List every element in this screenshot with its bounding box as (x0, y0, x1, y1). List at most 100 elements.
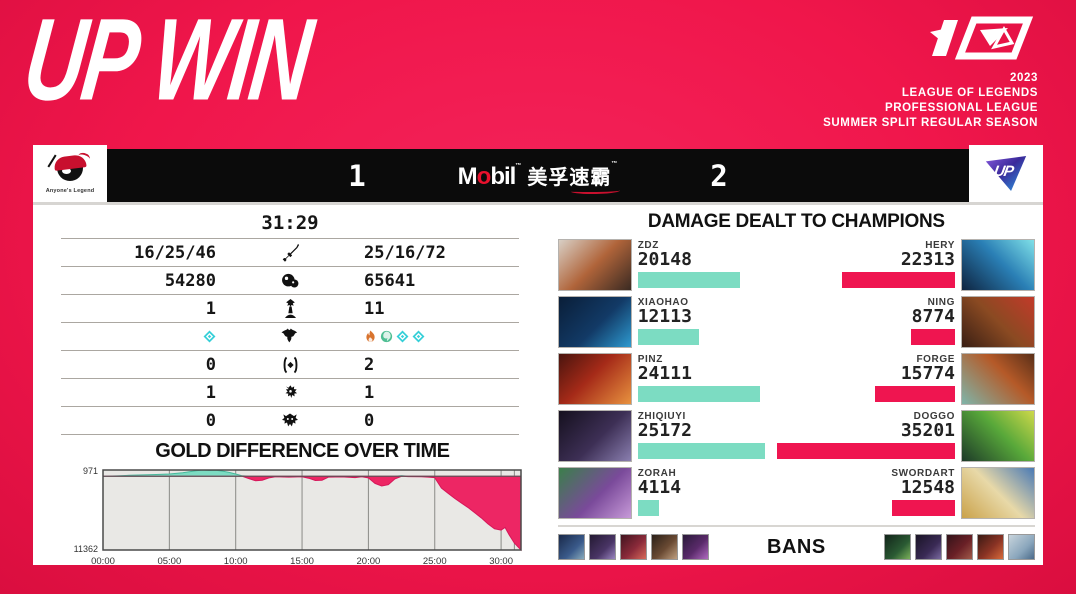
champion-portrait (961, 410, 1035, 462)
hextech-drake-icon (203, 330, 216, 343)
svg-text:00:00: 00:00 (91, 556, 115, 567)
player-name: ZHIQIUYI (637, 411, 686, 422)
baron-icon (258, 383, 322, 402)
elder-dragon-icon (258, 411, 322, 431)
damage-value: 12113 (637, 306, 692, 327)
damage-value: 8774 (911, 306, 955, 327)
champion-portrait (961, 296, 1035, 348)
svg-text:10:00: 10:00 (224, 556, 248, 567)
turrets-row: 1 11 (61, 295, 519, 323)
game-time: 31:29 (261, 212, 319, 234)
damage-bar (637, 442, 765, 459)
champion-portrait (961, 467, 1035, 519)
damage-row: ZDZ 20148 HERY 22313 (557, 239, 1035, 291)
player-name: ZORAH (637, 468, 677, 479)
svg-text:971: 971 (83, 466, 98, 476)
sponsor-latin-text: Mobil™ (457, 162, 522, 190)
player-name: SWORDART (891, 468, 955, 479)
right-barons: 1 (364, 382, 375, 403)
champion-portrait (557, 467, 632, 519)
drakes-row (61, 323, 519, 351)
right-team-score: 2 (710, 158, 728, 193)
event-line-3: SUMMER SPLIT REGULAR SEASON (823, 116, 1038, 129)
player-name: NING (927, 297, 955, 308)
svg-text:05:00: 05:00 (157, 556, 181, 567)
event-line-2: PROFESSIONAL LEAGUE (884, 101, 1038, 114)
damage-row: XIAOHAO 12113 NING 8774 (557, 296, 1035, 348)
player-name: DOGGO (913, 411, 955, 422)
damage-value: 22313 (900, 249, 955, 270)
damage-row: ZHIQIUYI 25172 DOGGO 35201 (557, 410, 1035, 462)
hextech-drake-icon (412, 330, 425, 343)
stats-panel: 31:29 16/25/46 25/16/72 54280 65641 (33, 202, 1043, 567)
damage-row: ZORAH 4114 SWORDART 12548 (557, 467, 1035, 519)
damage-value: 35201 (900, 420, 955, 441)
svg-text:30:00: 30:00 (489, 556, 513, 567)
ban-champion-portrait (650, 534, 678, 560)
event-title-lines: 2023 LEAGUE OF LEGENDS PROFESSIONAL LEAG… (823, 71, 1038, 131)
bans-row: BANS (557, 525, 1035, 560)
ban-champion-portrait (915, 534, 942, 560)
damage-row: PINZ 24111 FORGE 15774 (557, 353, 1035, 405)
barons-row: 1 1 (61, 379, 519, 407)
ban-champion-portrait (884, 534, 911, 560)
elders-row: 0 0 (61, 407, 519, 435)
left-drakes (61, 330, 258, 343)
right-turrets: 11 (364, 298, 385, 319)
gold-icon (258, 271, 322, 291)
svg-text:15:00: 15:00 (290, 556, 314, 567)
win-headline: UP WIN (17, 0, 317, 126)
left-barons: 1 (205, 382, 216, 403)
left-team-bans (557, 534, 709, 560)
champion-portrait (557, 239, 632, 291)
event-branding: 2023 LEAGUE OF LEGENDS PROFESSIONAL LEAG… (823, 16, 1038, 131)
sponsor-cjk-text: 美孚速霸™ (527, 161, 621, 194)
ocean-drake-icon (380, 330, 393, 343)
player-name: ZDZ (637, 240, 659, 251)
right-team-logo-box: UP (969, 145, 1043, 202)
left-heralds: 0 (205, 354, 216, 375)
ban-champion-portrait (557, 534, 585, 560)
damage-bar (637, 385, 760, 402)
right-drakes (322, 330, 519, 343)
left-team-score: 1 (348, 158, 366, 193)
champion-portrait (557, 410, 632, 462)
ban-champion-portrait (588, 534, 616, 560)
right-elders: 0 (364, 410, 375, 431)
ban-champion-portrait (619, 534, 647, 560)
damage-bar (875, 385, 955, 402)
damage-bar (842, 271, 955, 288)
infernal-drake-icon (366, 330, 375, 342)
sponsor-logo: Mobil™ 美孚速霸™ (457, 161, 621, 194)
player-name: HERY (925, 240, 955, 251)
svg-text:11362: 11362 (74, 544, 98, 554)
damage-bar (777, 442, 955, 459)
anyones-legend-logo-icon (47, 151, 92, 187)
damage-bar (891, 499, 955, 516)
svg-text:20:00: 20:00 (357, 556, 381, 567)
champion-portrait (961, 353, 1035, 405)
damage-value: 12548 (900, 477, 955, 498)
event-line-1: LEAGUE OF LEGENDS (901, 86, 1038, 99)
right-gold: 65641 (364, 270, 416, 291)
player-name: XIAOHAO (637, 297, 689, 308)
kills-row: 16/25/46 25/16/72 (61, 239, 519, 267)
player-name: PINZ (637, 354, 663, 365)
damage-value: 25172 (637, 420, 692, 441)
match-stats-column: 31:29 16/25/46 25/16/72 54280 65641 (33, 205, 544, 567)
game-time-row: 31:29 (61, 209, 519, 239)
damage-column: DAMAGE DEALT TO CHAMPIONS ZDZ 20148 HERY… (544, 205, 1043, 565)
left-elders: 0 (205, 410, 216, 431)
damage-bar (637, 328, 699, 345)
left-kda: 16/25/46 (134, 242, 216, 263)
damage-value: 20148 (637, 249, 692, 270)
right-heralds: 2 (364, 354, 375, 375)
champion-portrait (557, 353, 632, 405)
right-team-bans (884, 534, 1035, 560)
gold-chart-title: GOLD DIFFERENCE OVER TIME (155, 440, 450, 462)
ban-champion-portrait (1008, 534, 1035, 560)
damage-title: DAMAGE DEALT TO CHAMPIONS (647, 211, 945, 232)
heralds-row: 0 2 (61, 351, 519, 379)
gold-row: 54280 65641 (61, 267, 519, 295)
